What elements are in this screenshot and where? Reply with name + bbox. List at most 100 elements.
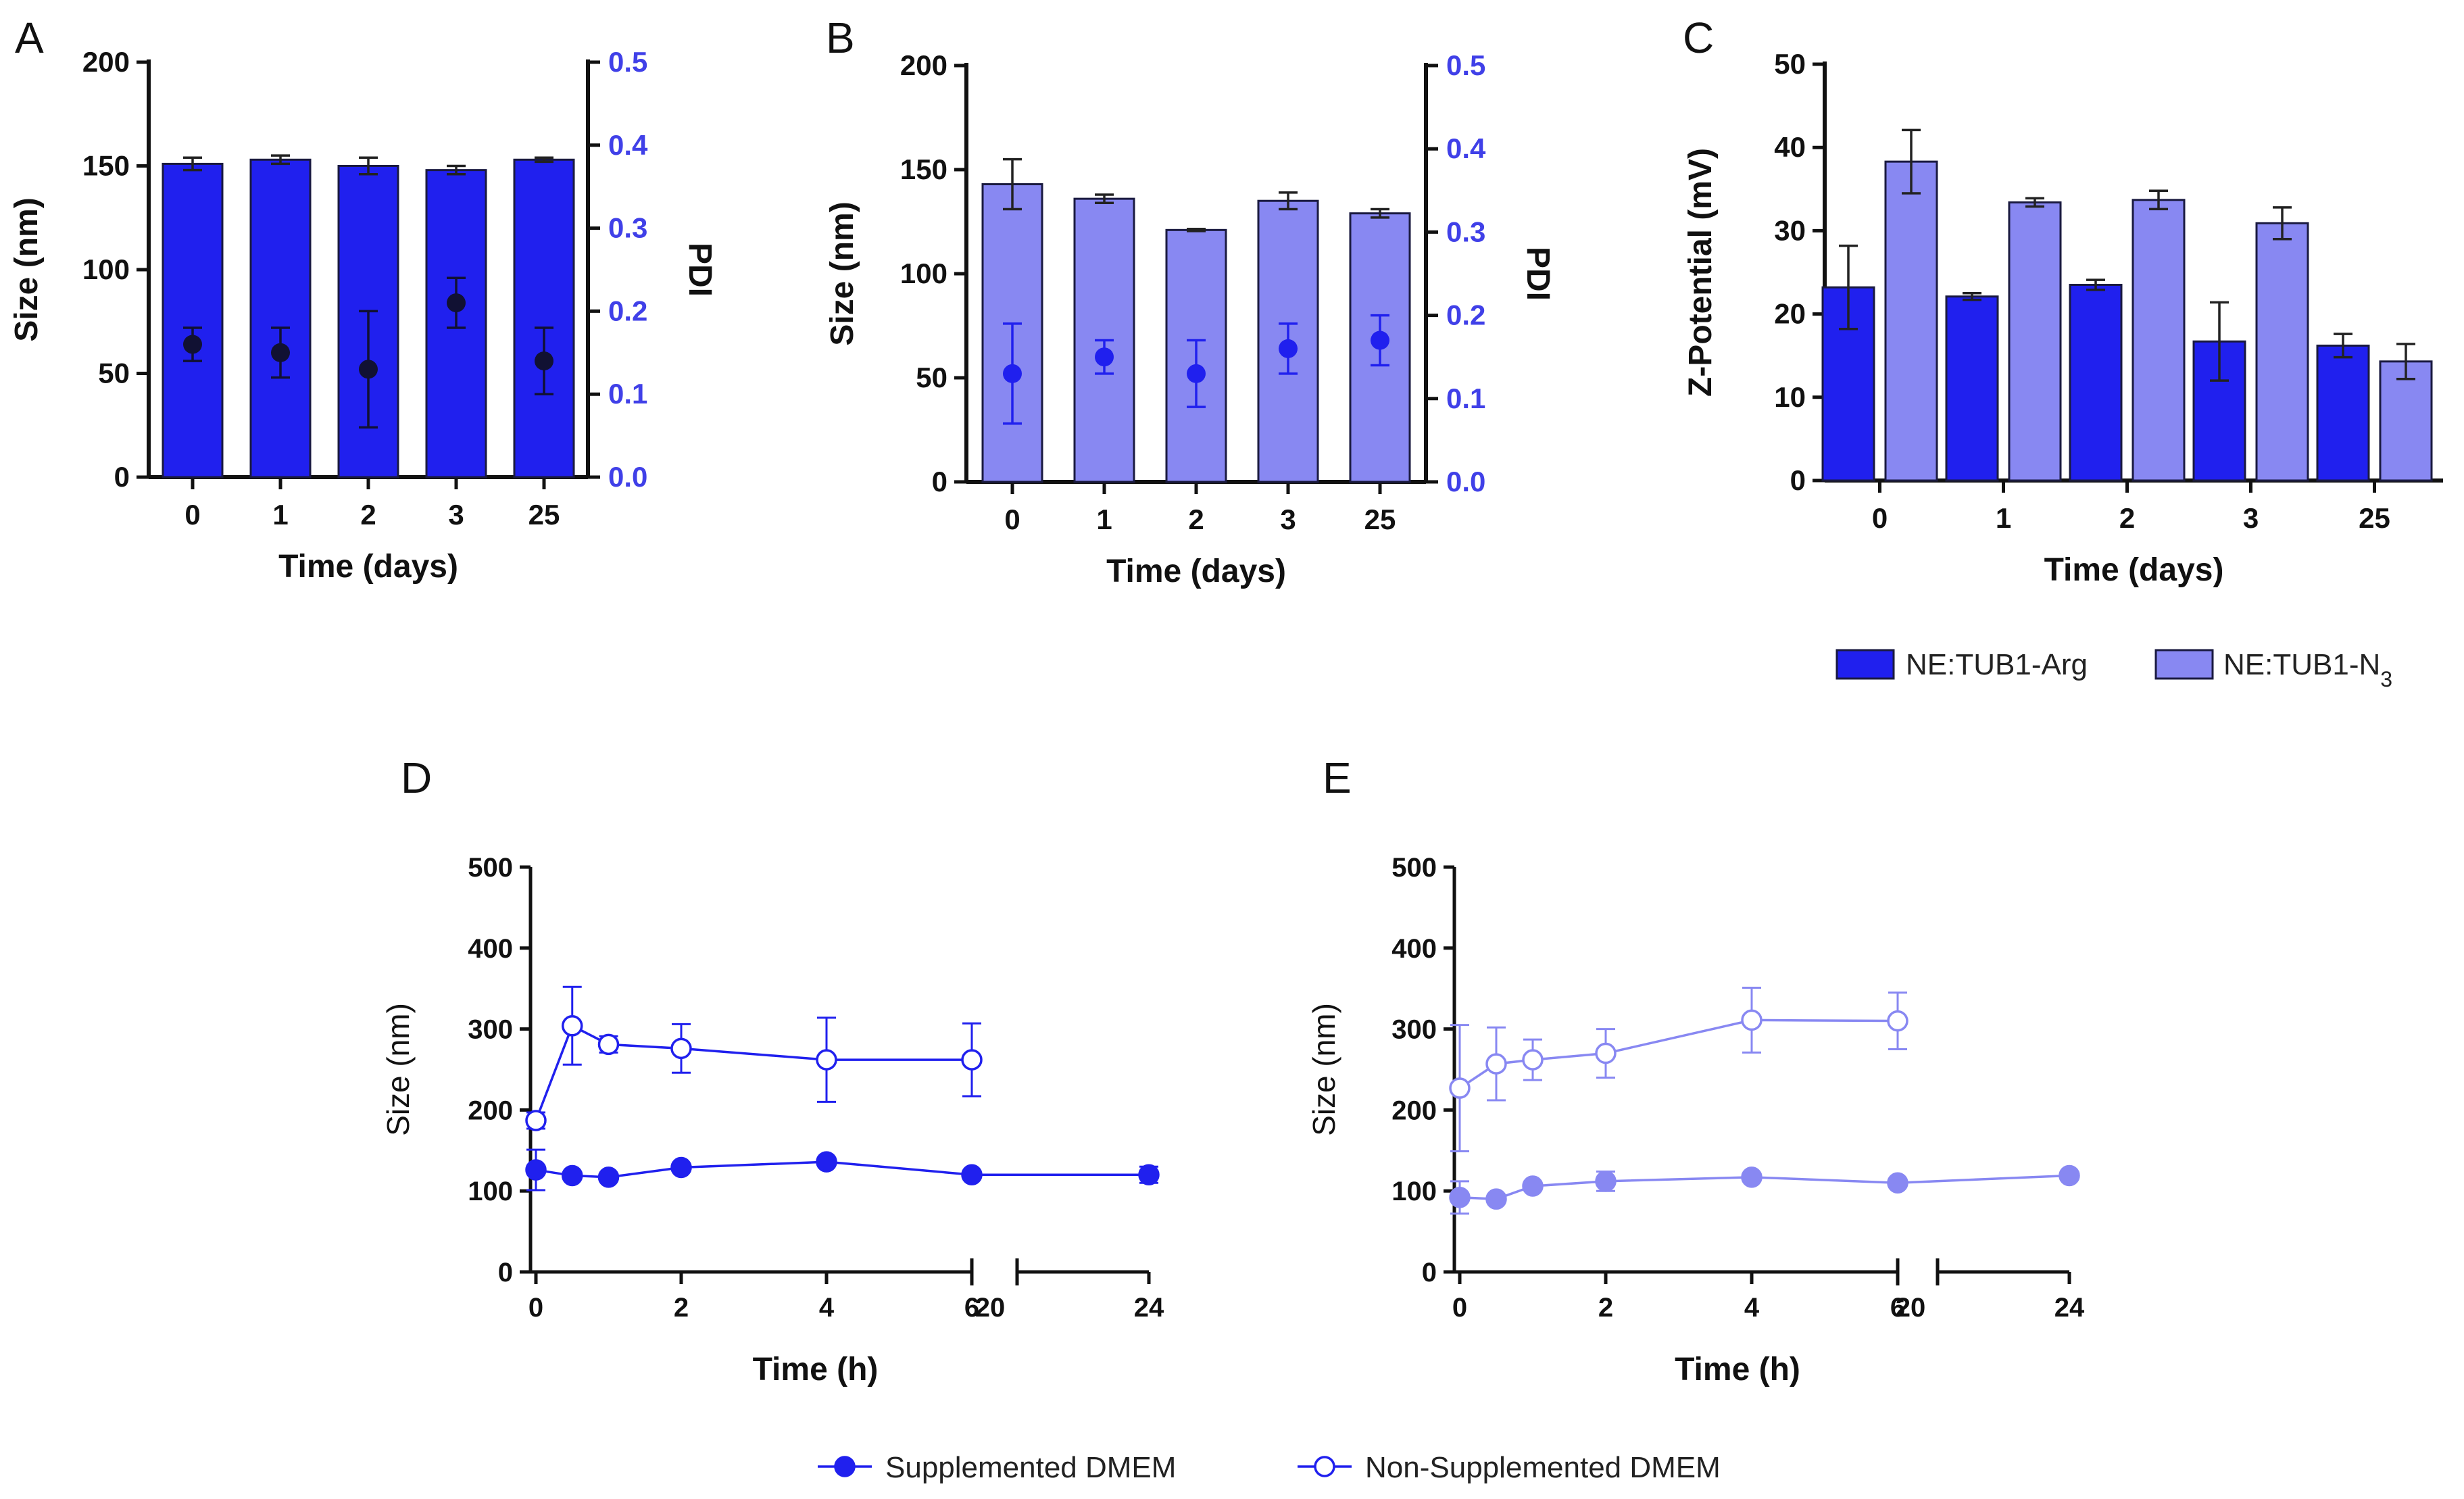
data-point	[525, 1110, 547, 1131]
y-tick-label: 300	[1391, 1015, 1437, 1045]
legend-bottom: Supplemented DMEM Non-Supplemented DMEM	[818, 1451, 1721, 1484]
x-tick-label: 25	[2359, 502, 2390, 534]
x-tick-label: 25	[1364, 503, 1396, 535]
bar	[2255, 222, 2309, 482]
y-tick-label: 150	[82, 150, 130, 182]
x-axis-label: Time (h)	[1675, 1352, 1800, 1387]
y2-tick-label: 0.1	[608, 378, 647, 410]
y-tick-label: 0	[498, 1258, 513, 1287]
panel-label-a: A	[15, 14, 44, 62]
y-tick-label: 50	[1774, 48, 1806, 80]
series-non-supplemented	[1449, 987, 1908, 1152]
data-point	[961, 1049, 983, 1071]
y-tick-label: 150	[900, 153, 947, 185]
y-axis-label: Size (nm)	[380, 1003, 416, 1136]
x-tick-label: 3	[448, 499, 464, 531]
data-point	[562, 1015, 583, 1037]
bar	[1884, 160, 1938, 482]
x-tick-label: 24	[2054, 1293, 2085, 1323]
y-axis-label: Size (nm)	[1306, 1003, 1341, 1136]
y-tick-label: 200	[900, 49, 947, 81]
y-tick-label: 100	[1391, 1177, 1437, 1206]
legend-label: NE:TUB1-N3	[2223, 648, 2392, 691]
pdi-point	[271, 343, 290, 362]
data-point	[525, 1159, 547, 1181]
data-point	[670, 1156, 692, 1179]
y2-tick-label: 0.2	[608, 295, 647, 326]
y-axis-label: Size (nm)	[9, 197, 45, 341]
series-line-segment	[1896, 1174, 2070, 1184]
y-tick-label: 0	[1790, 464, 1806, 496]
data-point	[2059, 1164, 2080, 1187]
bar	[2132, 199, 2186, 482]
legend-marker	[1314, 1456, 1335, 1477]
y-tick-label: 20	[1774, 298, 1806, 330]
x-tick-label: 2	[360, 499, 376, 531]
legend-top: NE:TUB1-Arg NE:TUB1-N3	[1835, 648, 2392, 691]
x-tick-label: 20	[1896, 1293, 1926, 1323]
pdi-point	[359, 360, 378, 379]
data-point	[1522, 1049, 1544, 1071]
y-tick-label: 50	[916, 362, 947, 393]
x-axis-label: Time (h)	[753, 1352, 879, 1387]
y-tick-label: 200	[468, 1096, 513, 1125]
y-tick-label: 30	[1774, 214, 1806, 246]
data-point	[1138, 1164, 1160, 1185]
x-tick-label: 3	[1280, 503, 1296, 535]
series-supplemented	[1449, 1164, 2080, 1215]
y2-tick-label: 0.4	[608, 129, 648, 161]
x-tick-label: 0	[1004, 503, 1020, 535]
panel-label-d: D	[401, 754, 432, 802]
y-tick-label: 0	[114, 461, 130, 493]
data-point	[597, 1033, 620, 1056]
pdi-point	[1187, 364, 1206, 383]
series-line	[535, 1024, 972, 1121]
x-tick-label: 1	[272, 499, 288, 531]
y2-tick-label: 0.0	[1446, 466, 1485, 497]
y-tick-label: 0	[932, 466, 947, 497]
y-tick-label: 100	[468, 1177, 513, 1206]
legend-swatch	[2154, 649, 2214, 680]
x-tick-label: 0	[528, 1293, 543, 1323]
panel-label-c: C	[1683, 14, 1714, 62]
data-point	[816, 1049, 837, 1071]
data-point	[1449, 1077, 1471, 1099]
data-point	[1595, 1171, 1617, 1192]
data-point	[1887, 1010, 1908, 1032]
x-tick-label: 1	[1096, 503, 1112, 535]
y-tick-label: 500	[1391, 853, 1437, 883]
y2-tick-label: 0.5	[1446, 49, 1485, 81]
x-tick-label: 2	[674, 1293, 689, 1323]
y-tick-label: 200	[1391, 1096, 1437, 1125]
y-tick-label: 200	[82, 46, 130, 78]
x-axis-label: Time (days)	[2044, 552, 2224, 588]
x-tick-label: 20	[975, 1293, 1006, 1323]
panel-label-e: E	[1323, 754, 1352, 802]
x-tick-label: 3	[2243, 502, 2259, 534]
y-tick-label: 50	[98, 358, 130, 389]
x-tick-label: 0	[1872, 502, 1888, 534]
data-point	[1887, 1172, 1908, 1194]
y-tick-label: 400	[1391, 934, 1437, 964]
legend-marker	[834, 1456, 856, 1477]
y2-tick-label: 0.5	[608, 46, 647, 78]
bar	[2316, 344, 2370, 482]
y2-tick-label: 0.1	[1446, 383, 1485, 414]
panel-label-b: B	[826, 14, 855, 62]
data-point	[670, 1037, 692, 1060]
y2-tick-label: 0.2	[1446, 299, 1485, 331]
y-tick-label: 10	[1774, 381, 1806, 413]
pdi-point	[535, 351, 553, 371]
x-tick-label: 6	[964, 1293, 979, 1323]
data-point	[816, 1151, 837, 1173]
data-point	[1485, 1188, 1507, 1210]
legend-swatch	[1835, 649, 1895, 680]
data-point	[1741, 1166, 1763, 1188]
y-tick-label: 40	[1774, 131, 1806, 163]
data-point	[961, 1164, 983, 1185]
x-tick-label: 2	[2119, 502, 2135, 534]
x-axis-label: Time (days)	[278, 549, 458, 585]
